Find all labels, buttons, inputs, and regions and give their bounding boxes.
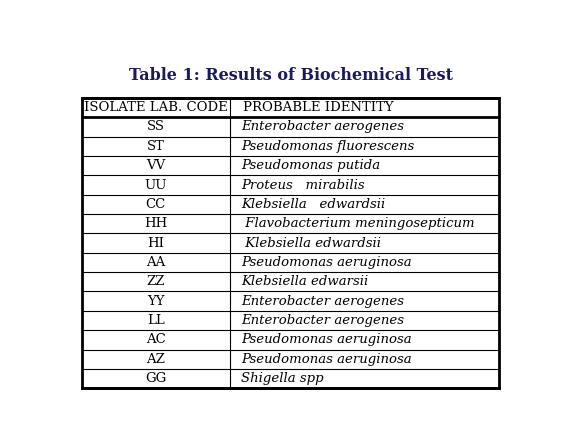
Text: Enterobacter aerogenes: Enterobacter aerogenes (241, 120, 404, 134)
Text: PROBABLE IDENTITY: PROBABLE IDENTITY (243, 101, 394, 114)
Text: ZZ: ZZ (147, 275, 165, 288)
Text: Shigella spp: Shigella spp (241, 372, 323, 385)
Text: Enterobacter aerogenes: Enterobacter aerogenes (241, 314, 404, 327)
Text: SS: SS (147, 120, 165, 134)
Text: HI: HI (147, 237, 164, 250)
Text: Pseudomonas aeruginosa: Pseudomonas aeruginosa (241, 256, 412, 269)
Text: Flavobacterium meningosepticum: Flavobacterium meningosepticum (241, 217, 475, 230)
Text: Table 1: Results of Biochemical Test: Table 1: Results of Biochemical Test (129, 67, 452, 84)
Text: Enterobacter aerogenes: Enterobacter aerogenes (241, 295, 404, 308)
Text: UU: UU (145, 178, 167, 191)
Text: Proteus   mirabilis: Proteus mirabilis (241, 178, 365, 191)
Text: AA: AA (146, 256, 166, 269)
Text: YY: YY (147, 295, 164, 308)
Text: Pseudomonas fluorescens: Pseudomonas fluorescens (241, 140, 414, 153)
Text: ISOLATE LAB. CODE: ISOLATE LAB. CODE (84, 101, 228, 114)
Text: HH: HH (144, 217, 167, 230)
Text: VV: VV (146, 159, 166, 172)
Text: Klebsiella edwardsii: Klebsiella edwardsii (241, 237, 381, 250)
Text: AZ: AZ (146, 353, 166, 366)
Text: AC: AC (146, 333, 166, 346)
Text: Klebsiella edwarsii: Klebsiella edwarsii (241, 275, 368, 288)
Text: Pseudomonas aeruginosa: Pseudomonas aeruginosa (241, 333, 412, 346)
Text: Klebsiella   edwardsii: Klebsiella edwardsii (241, 198, 385, 211)
Text: CC: CC (146, 198, 166, 211)
Text: Pseudomonas aeruginosa: Pseudomonas aeruginosa (241, 353, 412, 366)
Text: ST: ST (147, 140, 165, 153)
Text: Pseudomonas putida: Pseudomonas putida (241, 159, 380, 172)
Text: LL: LL (147, 314, 165, 327)
Text: GG: GG (145, 372, 167, 385)
